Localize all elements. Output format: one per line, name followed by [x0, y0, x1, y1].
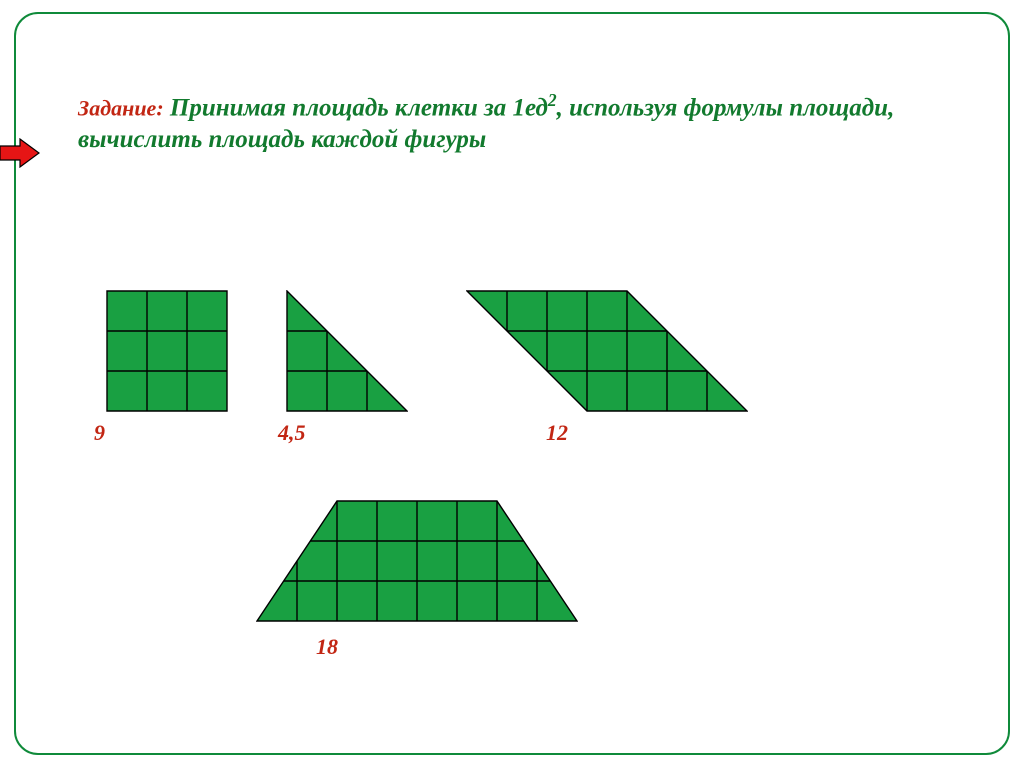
answer-trapezoid: 18 — [316, 634, 338, 660]
heading-sup: 2 — [548, 90, 557, 110]
shape-parallelogram — [466, 290, 748, 412]
task-heading: Задание: Принимая площадь клетки за 1ед2… — [78, 90, 958, 155]
answer-triangle: 4,5 — [278, 420, 306, 446]
shape-triangle — [286, 290, 408, 412]
arrow-icon — [0, 138, 40, 168]
task-label: Задание: — [78, 95, 164, 120]
answer-square: 9 — [94, 420, 105, 446]
heading-part1: Принимая площадь клетки за 1ед — [164, 94, 548, 121]
shape-trapezoid — [256, 500, 578, 622]
shape-square — [106, 290, 228, 412]
answer-parallelogram: 12 — [546, 420, 568, 446]
